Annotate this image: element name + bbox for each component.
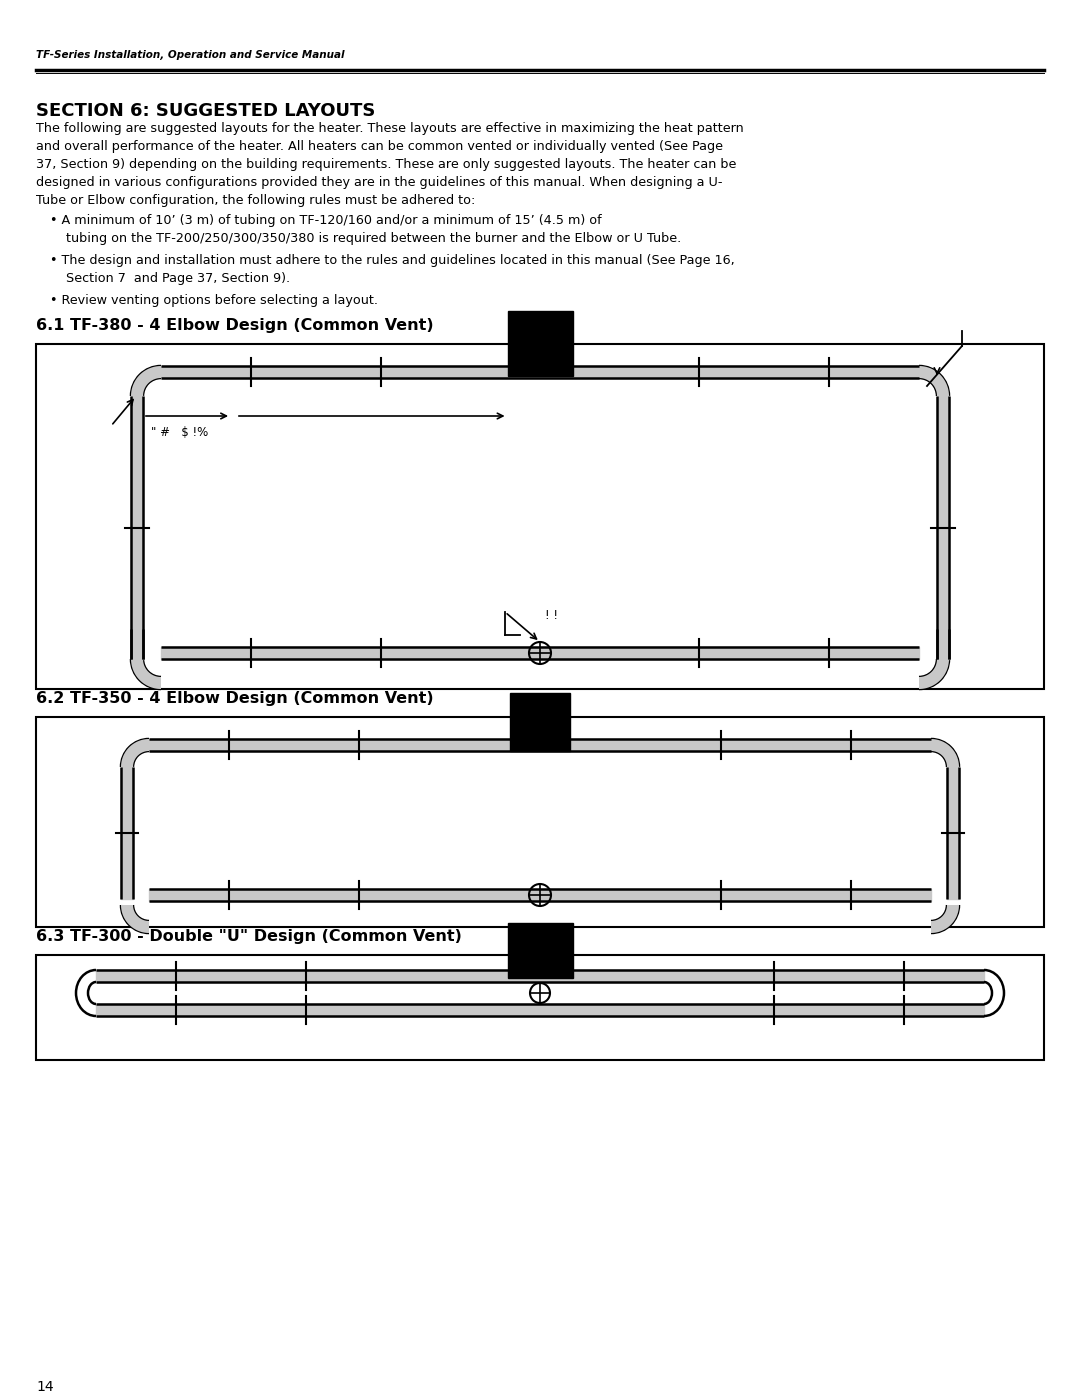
Text: " #   $ !%: " # $ !% (151, 426, 208, 439)
Bar (508, 923, 572, 978)
Polygon shape (919, 659, 949, 689)
Text: • A minimum of 10’ (3 m) of tubing on TF-120/160 and/or a minimum of 15’ (4.5 m): • A minimum of 10’ (3 m) of tubing on TF… (50, 214, 602, 226)
Text: 6.1 TF-380 - 4 Elbow Design (Common Vent): 6.1 TF-380 - 4 Elbow Design (Common Vent… (36, 319, 434, 332)
Text: designed in various configurations provided they are in the guidelines of this m: designed in various configurations provi… (36, 176, 723, 189)
Text: and overall performance of the heater. All heaters can be common vented or indiv: and overall performance of the heater. A… (36, 140, 723, 154)
Text: Section 7  and Page 37, Section 9).: Section 7 and Page 37, Section 9). (50, 272, 291, 285)
Text: SECTION 6: SUGGESTED LAYOUTS: SECTION 6: SUGGESTED LAYOUTS (36, 102, 376, 120)
Bar (508, 312, 572, 376)
Text: • Review venting options before selecting a layout.: • Review venting options before selectin… (50, 293, 378, 307)
Text: Tube or Elbow configuration, the following rules must be adhered to:: Tube or Elbow configuration, the followi… (36, 194, 475, 207)
Polygon shape (131, 659, 161, 689)
Text: 37, Section 9) depending on the building requirements. These are only suggested : 37, Section 9) depending on the building… (36, 158, 737, 170)
Bar (36, 956, 1044, 1060)
Bar (510, 693, 570, 752)
Text: • The design and installation must adhere to the rules and guidelines located in: • The design and installation must adher… (50, 254, 734, 267)
Polygon shape (919, 366, 949, 395)
Text: 14: 14 (36, 1380, 54, 1394)
Text: 6.3 TF-300 - Double "U" Design (Common Vent): 6.3 TF-300 - Double "U" Design (Common V… (36, 929, 462, 944)
Text: The following are suggested layouts for the heater. These layouts are effective : The following are suggested layouts for … (36, 122, 744, 136)
Polygon shape (121, 905, 149, 933)
Text: 6.2 TF-350 - 4 Elbow Design (Common Vent): 6.2 TF-350 - 4 Elbow Design (Common Vent… (36, 692, 434, 705)
Bar (36, 344, 1044, 689)
Bar (36, 717, 1044, 928)
Polygon shape (931, 905, 959, 933)
Polygon shape (131, 366, 161, 395)
Polygon shape (931, 739, 959, 767)
Text: ! !: ! ! (545, 609, 558, 622)
Polygon shape (121, 739, 149, 767)
Text: TF-Series Installation, Operation and Service Manual: TF-Series Installation, Operation and Se… (36, 50, 345, 60)
Text: tubing on the TF-200/250/300/350/380 is required between the burner and the Elbo: tubing on the TF-200/250/300/350/380 is … (50, 232, 681, 244)
